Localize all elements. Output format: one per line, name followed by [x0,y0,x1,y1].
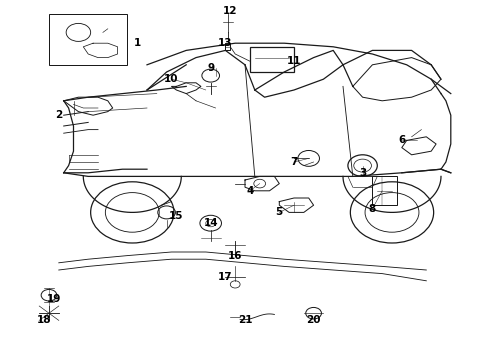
Text: 3: 3 [359,168,366,178]
Bar [372,176,397,205]
Text: 20: 20 [306,315,321,325]
Text: 13: 13 [218,38,233,48]
Text: 10: 10 [164,74,179,84]
Text: 4: 4 [246,186,254,196]
Text: 7: 7 [290,157,298,167]
Text: 21: 21 [238,315,252,325]
Text: 15: 15 [169,211,184,221]
Text: 6: 6 [398,135,405,145]
Text: 8: 8 [369,204,376,214]
Text: 18: 18 [37,315,51,325]
Text: 2: 2 [55,110,62,120]
Text: 19: 19 [47,294,61,304]
Text: 11: 11 [287,56,301,66]
Text: 12: 12 [223,6,238,16]
Text: 9: 9 [207,63,214,73]
Bar [49,14,127,65]
Text: 17: 17 [218,272,233,282]
Text: 5: 5 [276,207,283,217]
Bar [250,47,294,72]
Text: 16: 16 [228,251,243,261]
Text: 1: 1 [134,38,141,48]
Text: 14: 14 [203,218,218,228]
